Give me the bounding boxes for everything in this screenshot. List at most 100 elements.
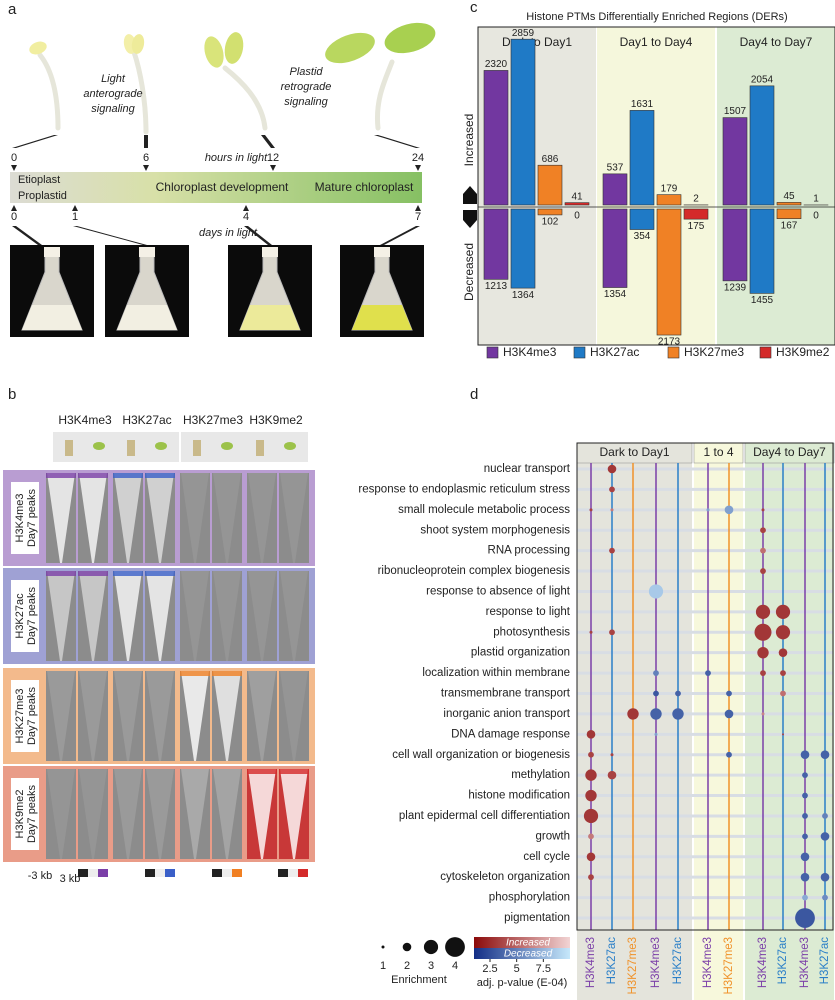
heatmap-signal [79,671,107,761]
heatmap-cell [212,473,242,563]
legend-tick: 2 [404,960,410,972]
day-label: 7 [415,211,421,223]
term-label: methylation [511,769,570,781]
term-label: histone modification [468,790,570,802]
heatmap-top [113,571,143,576]
legend-label: H3K4me3 [503,345,557,359]
dot [675,690,681,697]
dot [583,808,599,824]
heatmap-cell [78,671,108,761]
row-label: H3K27me3 [14,688,26,743]
hour-marker [270,165,276,171]
value-label: 1507 [724,106,747,117]
heatmap-signal [213,571,241,661]
heatmap-signal [47,571,75,661]
term-label: response to endoplasmic reticulum stress [358,483,570,495]
dot [609,486,615,493]
bar-increased [776,202,802,206]
icon-seedling [155,442,167,450]
dot [780,690,786,697]
hour-label: 6 [143,152,149,164]
value-label: 2320 [485,59,508,70]
scale-dark [78,869,88,877]
heatmap-signal [280,473,308,563]
heatmap-cell [145,671,175,761]
icon-seedling [284,442,296,450]
term-label: plastid organization [471,647,570,659]
dot [672,708,684,720]
heatmap-signal [181,473,209,563]
x-label: -3 kb [28,870,52,882]
stage-label: Proplastid [18,190,67,202]
heatmap-signal [114,671,142,761]
bar-decreased [629,208,655,230]
bar-decreased [510,208,536,289]
bar-increased [749,85,775,206]
x-label: 3 kb [60,873,81,885]
heatmap-top [247,769,277,774]
legend-dot [423,939,439,955]
scale-mid [88,869,98,877]
row-label: H3K4me3 [14,494,26,543]
cotyledon [204,36,224,68]
color-bar-label: Increased [506,938,550,949]
dot [822,813,828,819]
group-band [745,443,834,1000]
value-label: 41 [571,191,583,202]
plot-frame [477,26,835,346]
heatmap-signal [146,571,174,661]
seedling-stem [374,59,395,131]
color-bar-label: Decreased [504,949,553,960]
icon-seedling [93,442,105,450]
bar-increased [629,110,655,206]
heatmap-signal [79,571,107,661]
panel-label: b [8,386,16,403]
stage-label: Etioplast [18,174,60,186]
heatmap-cell [113,671,143,761]
term-label: pigmentation [504,912,570,924]
dot [586,852,596,862]
dot [726,751,732,758]
row-label: Day7 peaks [26,784,38,843]
legend-swatch [573,346,586,359]
row-label: Day7 peaks [26,686,38,745]
dot [820,750,830,760]
value-label: 0 [813,211,819,222]
value-label: 2173 [658,337,681,348]
heatmap-signal [280,671,308,761]
dot [627,708,639,720]
annotation: signaling [284,96,328,108]
heatmap-top [113,473,143,478]
group-label: Day4 to Day7 [753,445,826,459]
axis-label: hours in light [205,152,268,164]
chart-title: Histone PTMs Differentially Enriched Reg… [526,11,787,23]
value-label: 1354 [604,289,627,300]
legend-tick: 4 [452,960,458,972]
connector [12,135,58,148]
scale-hot [165,869,175,877]
category-label: Day1 to Day4 [620,35,693,49]
column-header: H3K27me3 [183,413,243,427]
hour-label: 12 [267,152,279,164]
heatmap-top [180,671,210,676]
column-header: H3K27ac [122,413,171,427]
scale-mid [288,869,298,877]
dot [754,623,772,641]
heatmap-cell [46,671,76,761]
dot [782,733,784,736]
icon-flask [256,440,264,456]
heatmap-cell [212,571,242,661]
panel-label: a [8,1,17,18]
scale-hot [98,869,108,877]
heatmap-top [145,571,175,576]
term-label: cell cycle [523,851,570,863]
heatmap-cell [78,769,108,859]
cotyledon [131,34,145,54]
column-label: H3K4me3 [650,937,662,988]
color-bar [474,937,570,948]
legend-swatch [667,346,680,359]
flask-liquid [117,305,177,330]
value-label: 1631 [631,99,654,110]
column-label: H3K4me3 [757,937,769,988]
